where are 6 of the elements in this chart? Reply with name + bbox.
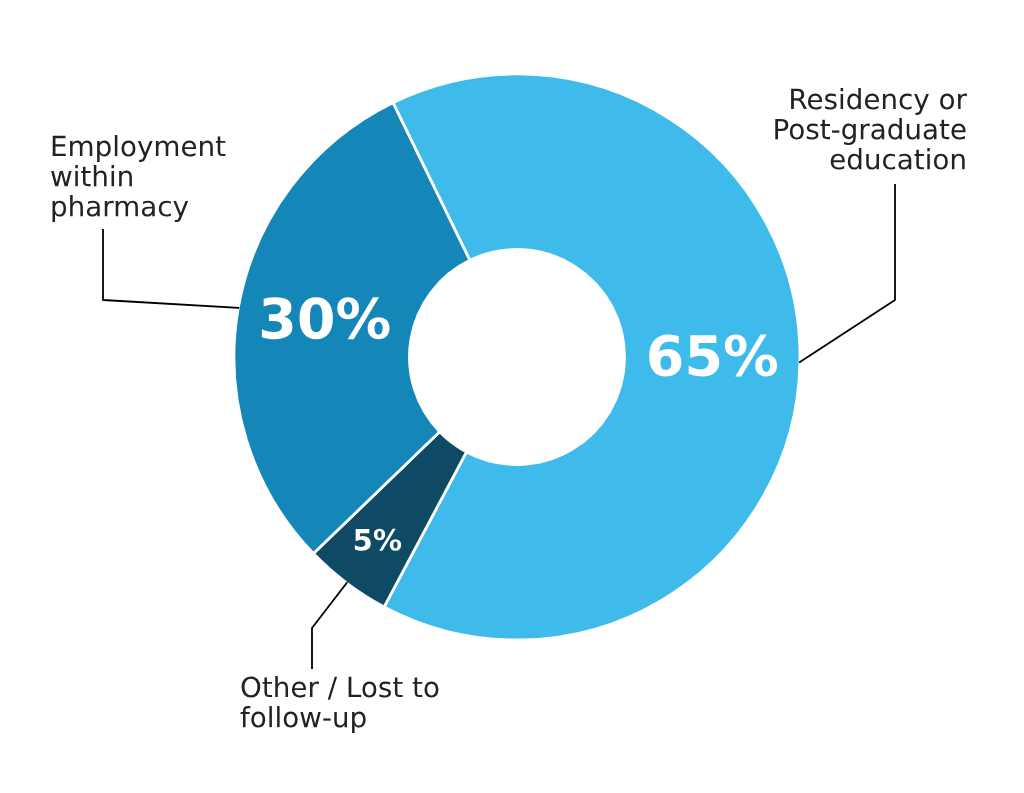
data-label: 65% bbox=[649, 334, 777, 377]
data-label: 30% bbox=[261, 297, 390, 340]
slice-label: Other / Lost to follow-up bbox=[240, 676, 439, 733]
data-label: 5% bbox=[354, 528, 402, 551]
slice-label: Employment within pharmacy bbox=[51, 135, 226, 222]
slice-label: Residency or Post-graduate education bbox=[775, 88, 967, 170]
